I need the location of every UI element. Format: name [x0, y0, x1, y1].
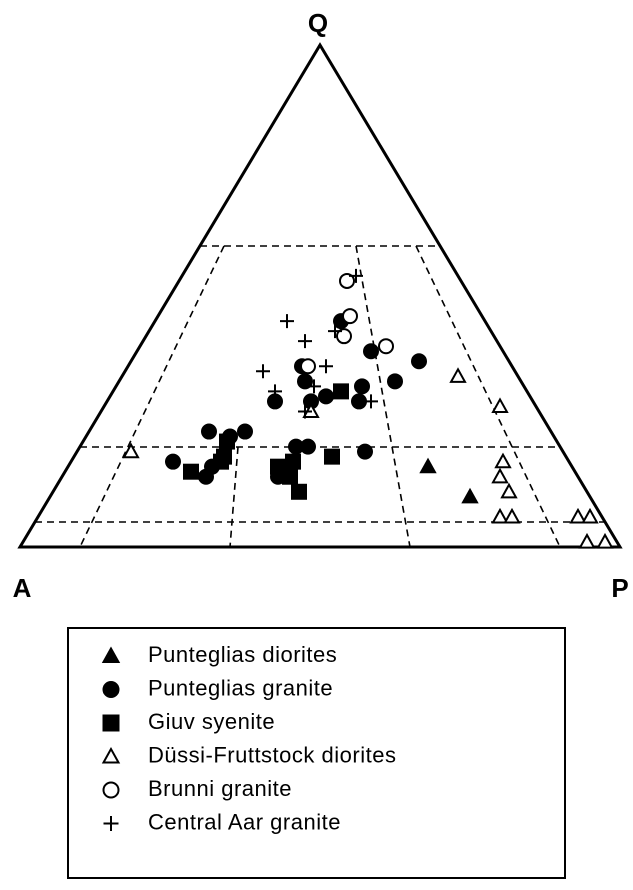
point [500, 482, 518, 499]
legend-symbol [101, 746, 121, 764]
point [122, 442, 140, 459]
point [285, 453, 301, 470]
legend-label: Punteglias granite [148, 675, 333, 700]
legend-label: Central Aar granite [148, 809, 341, 834]
point [596, 532, 614, 549]
point [216, 448, 232, 465]
point [333, 383, 349, 400]
point [298, 334, 312, 349]
point [307, 379, 321, 394]
triangle [17, 42, 623, 549]
point [324, 448, 340, 465]
legend-label: Punteglias diorites [148, 642, 337, 667]
boundary [415, 245, 561, 548]
point [282, 468, 298, 485]
apex-label: A [13, 573, 32, 603]
point [201, 423, 217, 440]
point [342, 308, 358, 325]
point [449, 367, 467, 383]
point [491, 467, 509, 484]
point [256, 364, 270, 379]
point [461, 487, 479, 504]
point [491, 507, 509, 524]
legend-label: Düssi-Fruttstock diorites [148, 742, 396, 767]
point [351, 393, 367, 410]
point [581, 507, 599, 524]
point [363, 343, 379, 360]
point [387, 373, 403, 390]
legend-symbol [102, 714, 120, 732]
apex-label: Q [308, 8, 328, 38]
point [339, 272, 355, 289]
point [354, 378, 370, 395]
triangle-frame [17, 42, 623, 549]
point [300, 438, 316, 455]
point [357, 443, 373, 460]
point [411, 353, 427, 370]
point [328, 324, 342, 339]
point [280, 314, 294, 329]
point [336, 328, 352, 345]
point [419, 457, 437, 474]
point [183, 463, 199, 480]
point [364, 394, 378, 409]
legend-label: Brunni granite [148, 776, 292, 801]
point [349, 268, 363, 283]
apex-label: P [611, 573, 628, 603]
legend-label: Giuv syenite [148, 709, 275, 734]
point [569, 507, 587, 524]
legend-symbol [102, 681, 120, 698]
legend-box [67, 627, 566, 879]
point [503, 507, 521, 524]
point [268, 384, 282, 399]
legend-symbol [102, 781, 120, 799]
point [219, 433, 235, 450]
point [237, 423, 253, 440]
point [319, 359, 333, 374]
boundary [355, 245, 411, 548]
point [291, 483, 307, 500]
boundary [79, 245, 225, 548]
point [578, 532, 596, 549]
point [491, 397, 509, 414]
point [298, 404, 312, 419]
point [494, 452, 512, 469]
boundary [229, 446, 239, 548]
point [165, 453, 181, 470]
point [318, 388, 334, 405]
point [378, 338, 394, 355]
legend-symbol [101, 646, 121, 663]
point [300, 358, 316, 375]
point [297, 373, 313, 390]
legend-symbol [103, 816, 119, 831]
